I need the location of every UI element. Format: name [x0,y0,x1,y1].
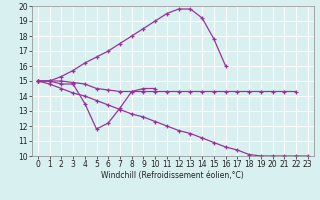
X-axis label: Windchill (Refroidissement éolien,°C): Windchill (Refroidissement éolien,°C) [101,171,244,180]
